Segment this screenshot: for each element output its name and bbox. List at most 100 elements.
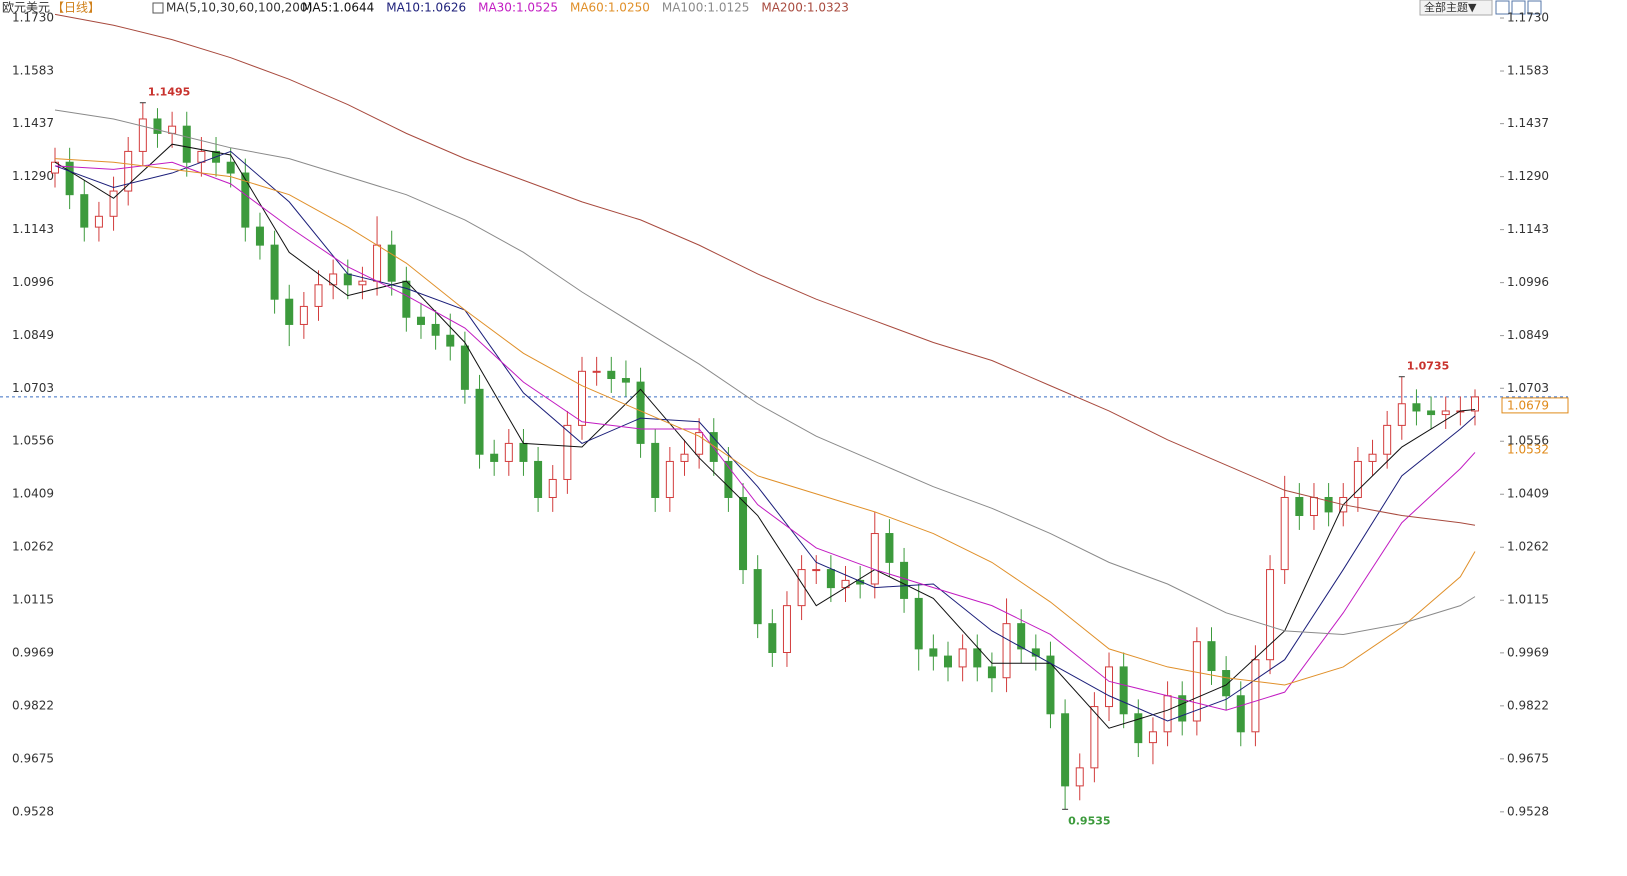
candle-body xyxy=(1192,641,1201,722)
candle-body xyxy=(739,496,748,571)
legend-entry: MA10:1.0626 xyxy=(386,1,466,15)
y-tick-label: 0.9528 xyxy=(1507,804,1549,818)
toolbar-button[interactable] xyxy=(1419,0,1493,16)
candle-body xyxy=(680,453,689,462)
candle-body xyxy=(65,161,74,196)
candle-body xyxy=(1280,496,1289,571)
candle-body xyxy=(80,194,89,228)
candle-body xyxy=(768,623,777,653)
y-tick-label: 1.0409 xyxy=(1507,487,1549,501)
candle-body xyxy=(299,305,308,325)
candle-body xyxy=(563,424,572,480)
candle-body xyxy=(724,460,733,498)
candle-body xyxy=(343,273,352,286)
candle-body xyxy=(519,442,528,462)
candle-body xyxy=(416,316,425,325)
y-tick-label: 1.1583 xyxy=(1507,64,1549,78)
y-tick-label: 1.0556 xyxy=(12,434,54,448)
candle-body xyxy=(1002,623,1011,679)
candle-body xyxy=(651,442,660,498)
y-tick-label: 1.1730 xyxy=(1507,11,1549,25)
candle-body xyxy=(987,666,996,679)
legend-entry: MA60:1.0250 xyxy=(570,1,650,15)
candle-body xyxy=(870,533,879,585)
candle-body xyxy=(1441,410,1450,416)
candle-body xyxy=(885,533,894,563)
tool-icon[interactable] xyxy=(1495,0,1510,15)
candle-body xyxy=(1236,695,1245,733)
candle-body xyxy=(358,280,367,286)
y-tick-label: 1.1730 xyxy=(12,11,54,25)
candle-body xyxy=(826,569,835,589)
candle-body xyxy=(621,378,630,383)
legend-entry: MA100:1.0125 xyxy=(662,1,750,15)
candle-body xyxy=(1075,767,1084,787)
y-tick-label: 1.0996 xyxy=(12,275,54,289)
candle-body xyxy=(1061,713,1070,787)
candle-body xyxy=(446,334,455,347)
toolbar-label[interactable]: 全部主题▼ xyxy=(1424,0,1477,14)
y-tick-label: 0.9528 xyxy=(12,804,54,818)
y-tick-label: 0.9969 xyxy=(12,645,54,659)
ma-line xyxy=(54,109,1476,635)
candle-body xyxy=(534,460,543,498)
candle-body xyxy=(373,244,382,282)
y-tick-label: 1.0703 xyxy=(1507,381,1549,395)
y-tick-label: 1.0703 xyxy=(12,381,54,395)
ma-line xyxy=(54,158,1476,686)
y-tick-label: 0.9675 xyxy=(12,751,54,765)
high-label: 1.0735 xyxy=(1407,360,1449,373)
candle-body xyxy=(782,605,791,653)
candle-body xyxy=(1046,655,1055,715)
candle-body xyxy=(900,561,909,599)
candle-body xyxy=(1119,666,1128,715)
y-tick-label: 1.0849 xyxy=(1507,328,1549,342)
y-tick-label: 0.9822 xyxy=(1507,698,1549,712)
candle-body xyxy=(592,370,601,373)
last-price-box xyxy=(1501,397,1569,414)
candle-body xyxy=(914,597,923,650)
candle-body xyxy=(1309,496,1318,517)
candle-body xyxy=(504,442,513,462)
candle-body xyxy=(578,370,587,426)
candle-body xyxy=(1017,623,1026,650)
candle-body xyxy=(124,150,133,192)
candle-body xyxy=(270,244,279,300)
candle-body xyxy=(1383,424,1392,455)
y-tick-label: 1.0115 xyxy=(12,593,54,607)
candle-body xyxy=(241,172,250,228)
candle-body xyxy=(387,244,396,282)
candle-body xyxy=(1353,460,1362,498)
candle-body xyxy=(1412,403,1421,412)
y-tick-label: 1.0262 xyxy=(12,540,54,554)
chart-title: 欧元美元 xyxy=(2,1,50,15)
candle-body xyxy=(1163,695,1172,733)
ma-line xyxy=(54,161,1476,711)
candle-body xyxy=(753,569,762,625)
y-tick-label: 1.0115 xyxy=(1507,593,1549,607)
candle-body xyxy=(607,370,616,380)
tool-icon[interactable] xyxy=(1511,0,1526,15)
candle-body xyxy=(197,150,206,163)
ma-line xyxy=(54,13,1476,526)
y-tick-label: 1.0849 xyxy=(12,328,54,342)
low-label: 0.9535 xyxy=(1068,814,1110,827)
high-label: 1.1495 xyxy=(148,86,190,99)
y-tick-label: 0.9822 xyxy=(12,698,54,712)
y-tick-label: 1.0409 xyxy=(12,487,54,501)
candle-body xyxy=(226,161,235,174)
candle-body xyxy=(1251,659,1260,733)
candle-body xyxy=(1427,410,1436,416)
y-tick-label: 1.1143 xyxy=(12,222,54,236)
tool-icon[interactable] xyxy=(1527,0,1542,15)
y-tick-label: 0.9675 xyxy=(1507,751,1549,765)
candle-body xyxy=(431,323,440,336)
y-tick-label: 0.9969 xyxy=(1507,645,1549,659)
candle-body xyxy=(973,648,982,668)
y-tick-label: 1.1437 xyxy=(1507,116,1549,130)
candle-body xyxy=(958,648,967,668)
candle-body xyxy=(475,388,484,455)
y-tick-label: 1.1437 xyxy=(12,116,54,130)
